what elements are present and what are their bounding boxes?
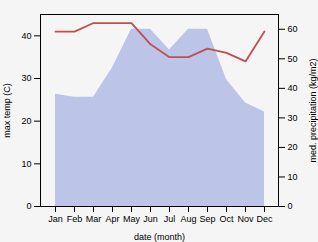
svg-text:Jun: Jun xyxy=(143,214,158,224)
svg-text:20: 20 xyxy=(21,116,31,126)
svg-text:Oct: Oct xyxy=(219,214,234,224)
svg-text:30: 30 xyxy=(21,73,31,83)
svg-text:Apr: Apr xyxy=(105,214,119,224)
svg-text:Sep: Sep xyxy=(199,214,215,224)
svg-text:Feb: Feb xyxy=(67,214,83,224)
svg-text:20: 20 xyxy=(288,142,298,152)
svg-text:40: 40 xyxy=(288,83,298,93)
svg-text:Dec: Dec xyxy=(256,214,273,224)
svg-text:Jan: Jan xyxy=(48,214,63,224)
svg-text:0: 0 xyxy=(26,201,31,211)
svg-text:Mar: Mar xyxy=(86,214,102,224)
svg-text:40: 40 xyxy=(21,31,31,41)
svg-text:10: 10 xyxy=(288,172,298,182)
svg-text:10: 10 xyxy=(21,159,31,169)
svg-text:30: 30 xyxy=(288,113,298,123)
svg-text:Jul: Jul xyxy=(164,214,176,224)
svg-text:May: May xyxy=(123,214,141,224)
svg-text:date (month): date (month) xyxy=(134,232,185,242)
svg-text:max temp (C): max temp (C) xyxy=(2,83,12,138)
svg-text:50: 50 xyxy=(288,54,298,64)
svg-text:Aug: Aug xyxy=(180,214,196,224)
svg-text:60: 60 xyxy=(288,24,298,34)
svg-text:0: 0 xyxy=(288,201,293,211)
svg-text:med. precipitation (kg/m2): med. precipitation (kg/m2) xyxy=(308,58,318,162)
svg-text:Nov: Nov xyxy=(237,214,254,224)
